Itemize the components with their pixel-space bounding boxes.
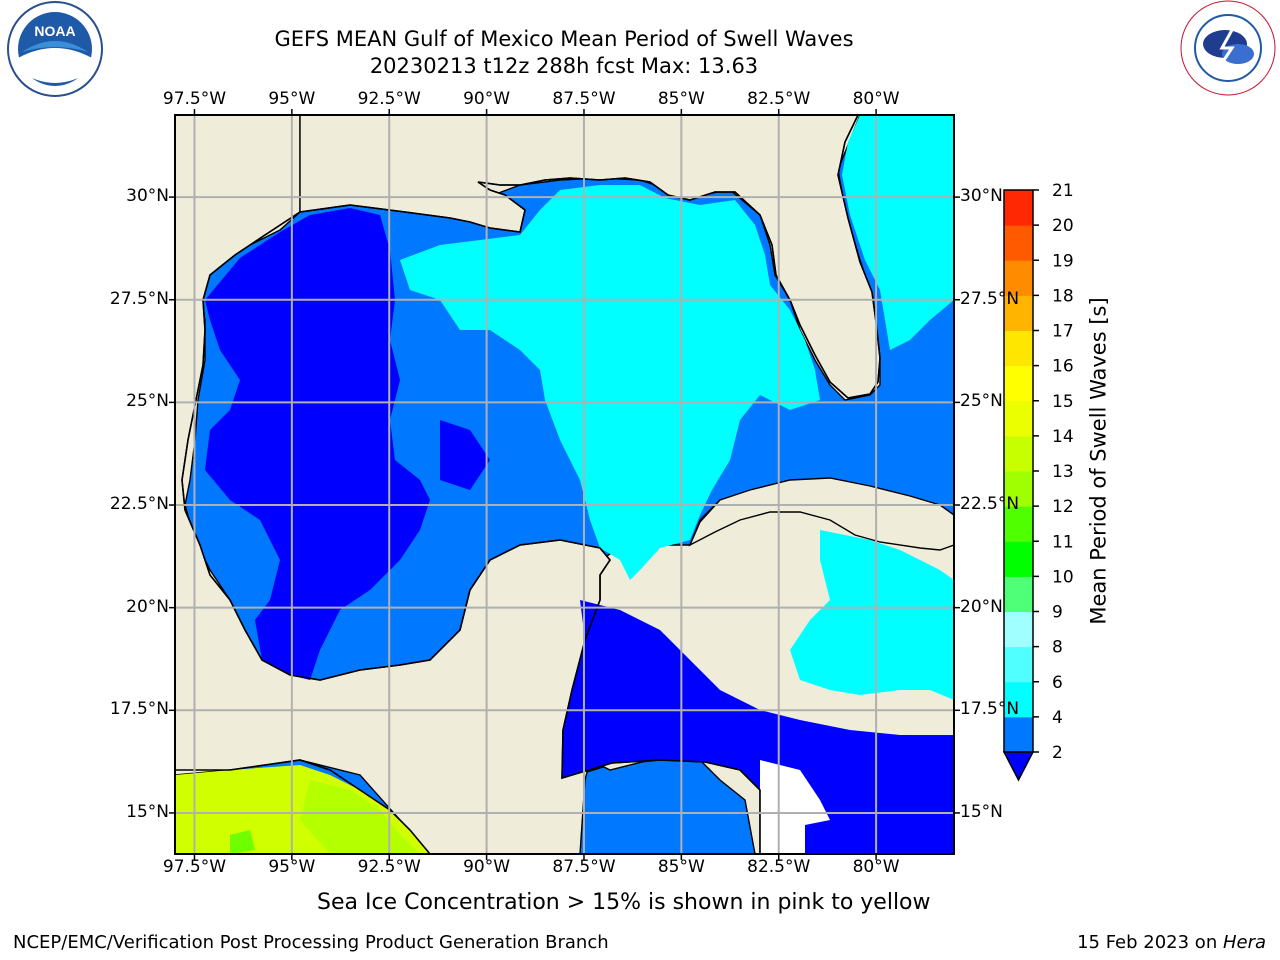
footer-date-text: 15 Feb 2023 on (1077, 932, 1223, 953)
lon-tick-label-bottom: 90°W (463, 857, 511, 877)
lon-tick-label-top: 90°W (463, 89, 511, 109)
colorbar: 2 4 6 8 9 10 11 12 13 14 15 16 17 18 19 20 21 (1002, 181, 1074, 782)
lat-tick-label-left: 15°N (126, 801, 169, 822)
colorbar-tick-label: 21 (1052, 181, 1074, 201)
colorbar-swatch (1004, 681, 1033, 718)
colorbar-swatch (1004, 716, 1033, 753)
lon-tick-label-bottom: 82.5°W (747, 857, 811, 877)
swell-field-4to6-atlantic (842, 115, 954, 350)
lat-tick-label-right: 17.5°N (960, 699, 1020, 720)
colorbar-tick-label: 18 (1052, 286, 1074, 306)
lon-tick-label-top: 80°W (852, 89, 900, 109)
lon-tick-label-bottom: 95°W (268, 857, 316, 877)
lon-tick-label-top: 87.5°W (552, 89, 616, 109)
colorbar-tick-label: 11 (1052, 532, 1074, 552)
lat-tick-label-right: 30°N (960, 186, 1003, 207)
lat-tick-label-left: 17.5°N (109, 699, 169, 720)
sea-ice-note: Sea Ice Concentration > 15% is shown in … (317, 890, 931, 915)
colorbar-tick-label: 13 (1052, 462, 1074, 482)
chart-subtitle: 20230213 t12z 288h fcst Max: 13.63 (369, 54, 759, 78)
coastline-pacific (175, 759, 431, 854)
swell-field-lt2-caribbean (562, 600, 954, 854)
map-frame (174, 114, 955, 855)
swell-field-lt2-center (440, 420, 490, 490)
colorbar-swatch (1004, 190, 1033, 226)
colorbar-tick-label: 4 (1052, 708, 1063, 728)
colorbar-swatch (1004, 576, 1033, 612)
colorbar-tick-label: 12 (1052, 497, 1074, 517)
lat-tick-label-right: 27.5°N (960, 288, 1020, 309)
colorbar-tick-label: 16 (1052, 357, 1074, 377)
colorbar-swatch (1004, 611, 1033, 648)
swell-field-11to12-pacific (230, 830, 255, 854)
colorbar-tick-label: 19 (1052, 251, 1074, 271)
lat-tick-label-left: 27.5°N (109, 288, 169, 309)
lon-tick-label-top: 92.5°W (357, 89, 421, 109)
missing-data-nicaragua (760, 760, 830, 854)
lon-tick-label-bottom: 92.5°W (357, 857, 421, 877)
colorbar-tick-label: 17 (1052, 322, 1074, 342)
coastline-us (299, 115, 881, 399)
colorbar-swatch (1004, 365, 1033, 402)
colorbar-swatch (1004, 541, 1033, 577)
colorbar-swatch (1004, 330, 1033, 367)
lat-tick-label-left: 20°N (126, 596, 169, 617)
lon-tick-label-top: 82.5°W (747, 89, 811, 109)
lon-tick-label-bottom: 87.5°W (552, 857, 616, 877)
colorbar-tick-label: 2 (1052, 743, 1063, 763)
colorbar-tick-label: 14 (1052, 427, 1074, 447)
swell-field-4to6-central (400, 185, 820, 580)
lat-tick-label-left: 22.5°N (109, 494, 169, 515)
coastline-mexico (181, 211, 761, 854)
colorbar-tick-label: 8 (1052, 638, 1063, 658)
lon-tick-label-bottom: 85°W (657, 857, 705, 877)
colorbar-swatch (1004, 646, 1033, 683)
lon-tick-label-top: 97.5°W (162, 89, 227, 109)
colorbar-swatch (1004, 471, 1033, 507)
lon-tick-label-bottom: 80°W (852, 857, 900, 877)
lat-tick-label-left: 30°N (126, 186, 169, 207)
land-cuba (688, 477, 954, 551)
axis-ticks (169, 109, 960, 860)
footer-host: Hera (1222, 932, 1266, 953)
lat-tick-label-right: 25°N (960, 391, 1003, 412)
colorbar-swatch (1004, 435, 1033, 472)
lon-tick-label-top: 85°W (657, 89, 705, 109)
footer-date: 15 Feb 2023 on Hera (1077, 932, 1266, 953)
colorbar-swatch (1004, 225, 1033, 261)
lon-tick-label-top: 95°W (268, 89, 316, 109)
swell-field-lt2-west (205, 208, 430, 680)
colorbar-tick-label: 9 (1052, 603, 1063, 623)
lat-tick-label-right: 15°N (960, 801, 1003, 822)
colorbar-swatch (1004, 400, 1033, 437)
chart-title: GEFS MEAN Gulf of Mexico Mean Period of … (274, 27, 854, 51)
lat-tick-label-left: 25°N (126, 391, 169, 412)
colorbar-extend-min (1002, 751, 1035, 782)
colorbar-swatch (1004, 260, 1033, 296)
lat-tick-label-right: 22.5°N (960, 494, 1020, 515)
lon-tick-label-bottom: 97.5°W (162, 857, 227, 877)
colorbar-tick-label: 6 (1052, 673, 1063, 693)
footer-producer: NCEP/EMC/Verification Post Processing Pr… (13, 932, 609, 953)
colorbar-tick-label: 15 (1052, 392, 1074, 412)
colorbar-tick-label: 20 (1052, 216, 1074, 236)
colorbar-label: Mean Period of Swell Waves [s] (1086, 297, 1111, 625)
colorbar-tick-label: 10 (1052, 567, 1074, 587)
colorbar-swatch (1004, 506, 1033, 542)
lat-tick-label-right: 20°N (960, 596, 1003, 617)
colorbar-swatch (1004, 295, 1033, 331)
gridlines (175, 115, 954, 854)
swell-field-4to6-caribbean (790, 530, 954, 700)
